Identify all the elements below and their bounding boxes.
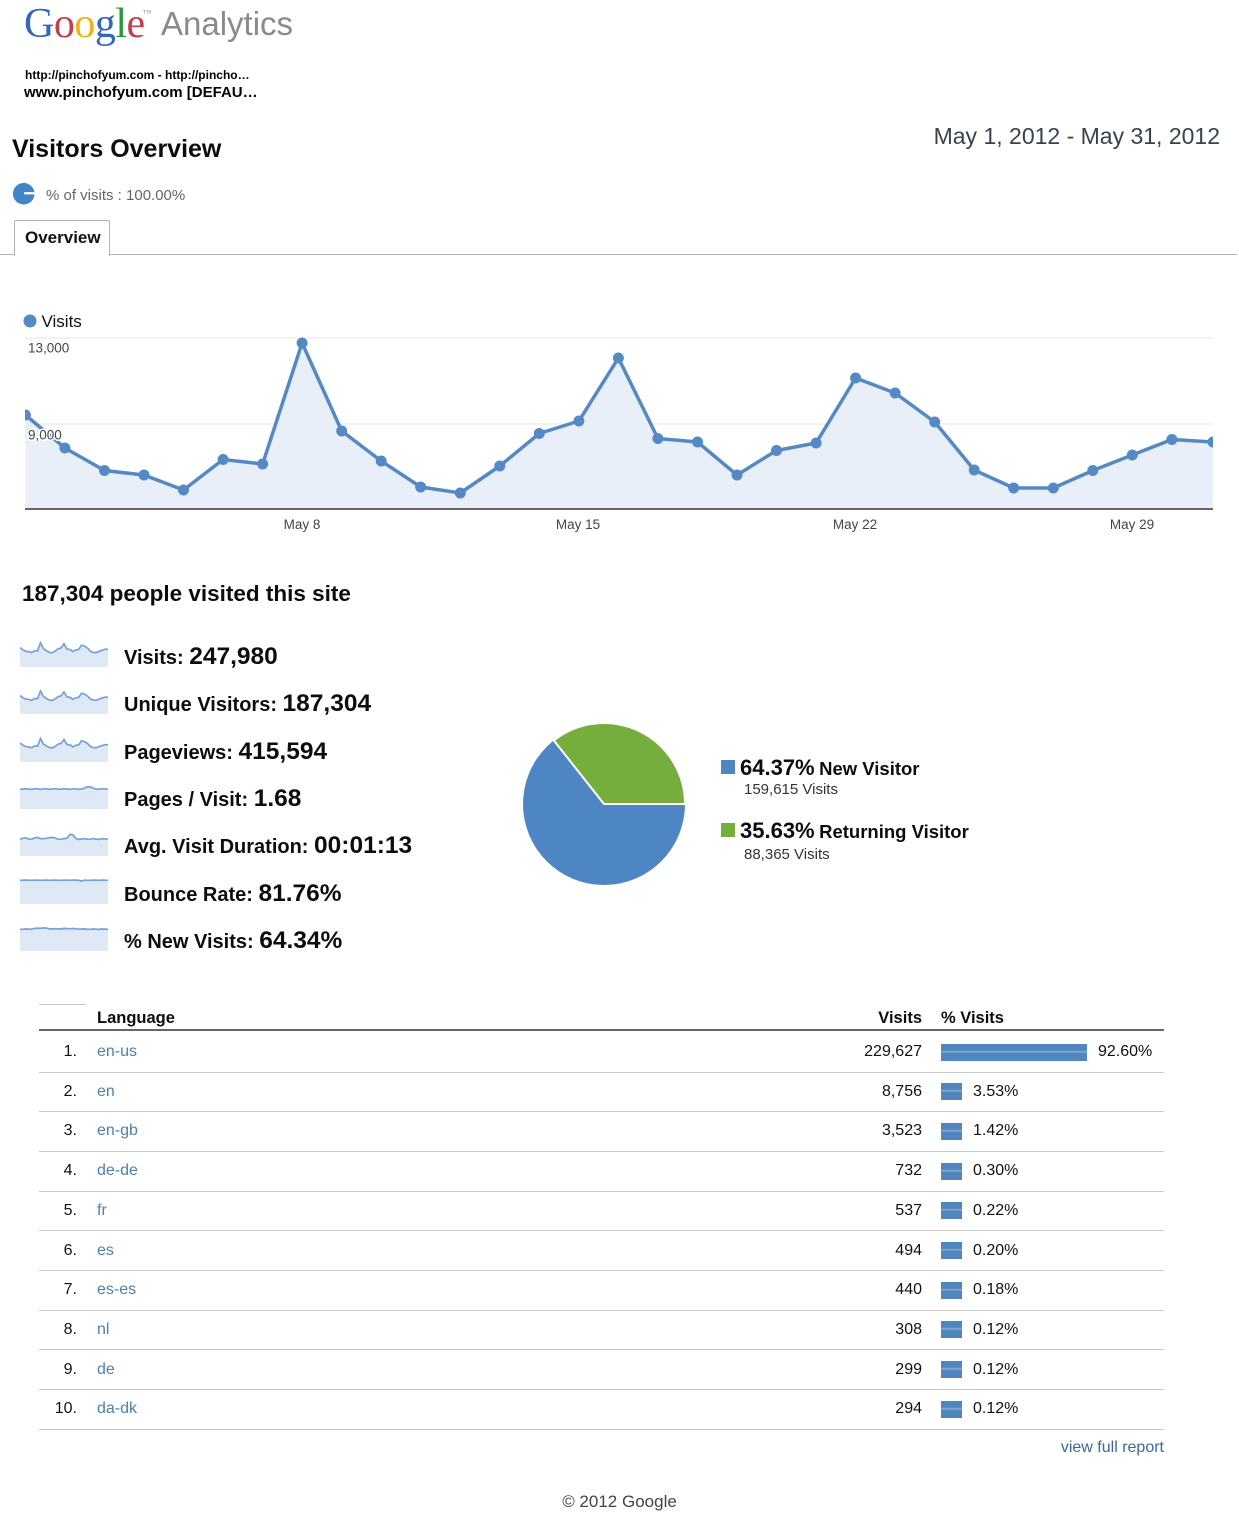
svg-text:May 22: May 22 xyxy=(833,517,877,532)
svg-text:13,000: 13,000 xyxy=(28,341,69,356)
svg-text:Visits: Visits xyxy=(42,312,82,331)
svg-text:May 29: May 29 xyxy=(1110,517,1154,532)
svg-text:May 15: May 15 xyxy=(556,517,600,532)
svg-text:9,000: 9,000 xyxy=(28,428,62,443)
svg-text:May 8: May 8 xyxy=(284,517,321,532)
